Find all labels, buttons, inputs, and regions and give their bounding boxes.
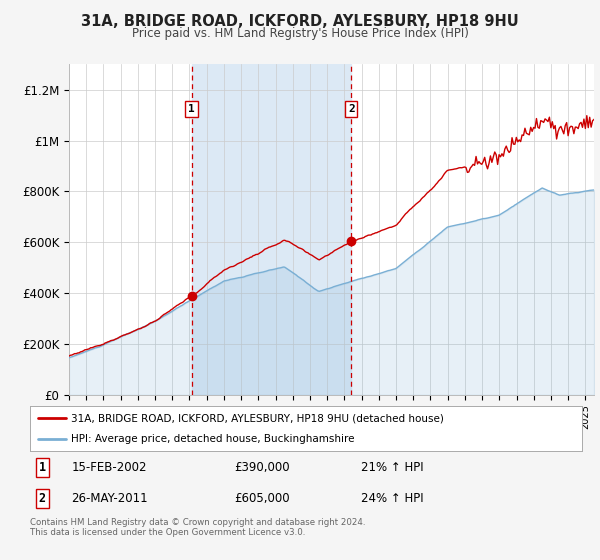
Text: 21% ↑ HPI: 21% ↑ HPI xyxy=(361,461,424,474)
Text: 31A, BRIDGE ROAD, ICKFORD, AYLESBURY, HP18 9HU: 31A, BRIDGE ROAD, ICKFORD, AYLESBURY, HP… xyxy=(81,14,519,29)
Text: 15-FEB-2002: 15-FEB-2002 xyxy=(71,461,147,474)
Text: Contains HM Land Registry data © Crown copyright and database right 2024.
This d: Contains HM Land Registry data © Crown c… xyxy=(30,518,365,538)
Text: £390,000: £390,000 xyxy=(234,461,290,474)
Text: 1: 1 xyxy=(188,104,195,114)
Text: 2: 2 xyxy=(348,104,355,114)
Text: 26-MAY-2011: 26-MAY-2011 xyxy=(71,492,148,505)
Text: 1: 1 xyxy=(38,461,46,474)
Text: 24% ↑ HPI: 24% ↑ HPI xyxy=(361,492,424,505)
Bar xyxy=(191,64,351,395)
Text: £605,000: £605,000 xyxy=(234,492,290,505)
Text: Price paid vs. HM Land Registry's House Price Index (HPI): Price paid vs. HM Land Registry's House … xyxy=(131,27,469,40)
Text: 2: 2 xyxy=(38,492,46,505)
Text: HPI: Average price, detached house, Buckinghamshire: HPI: Average price, detached house, Buck… xyxy=(71,433,355,444)
Text: 31A, BRIDGE ROAD, ICKFORD, AYLESBURY, HP18 9HU (detached house): 31A, BRIDGE ROAD, ICKFORD, AYLESBURY, HP… xyxy=(71,413,444,423)
